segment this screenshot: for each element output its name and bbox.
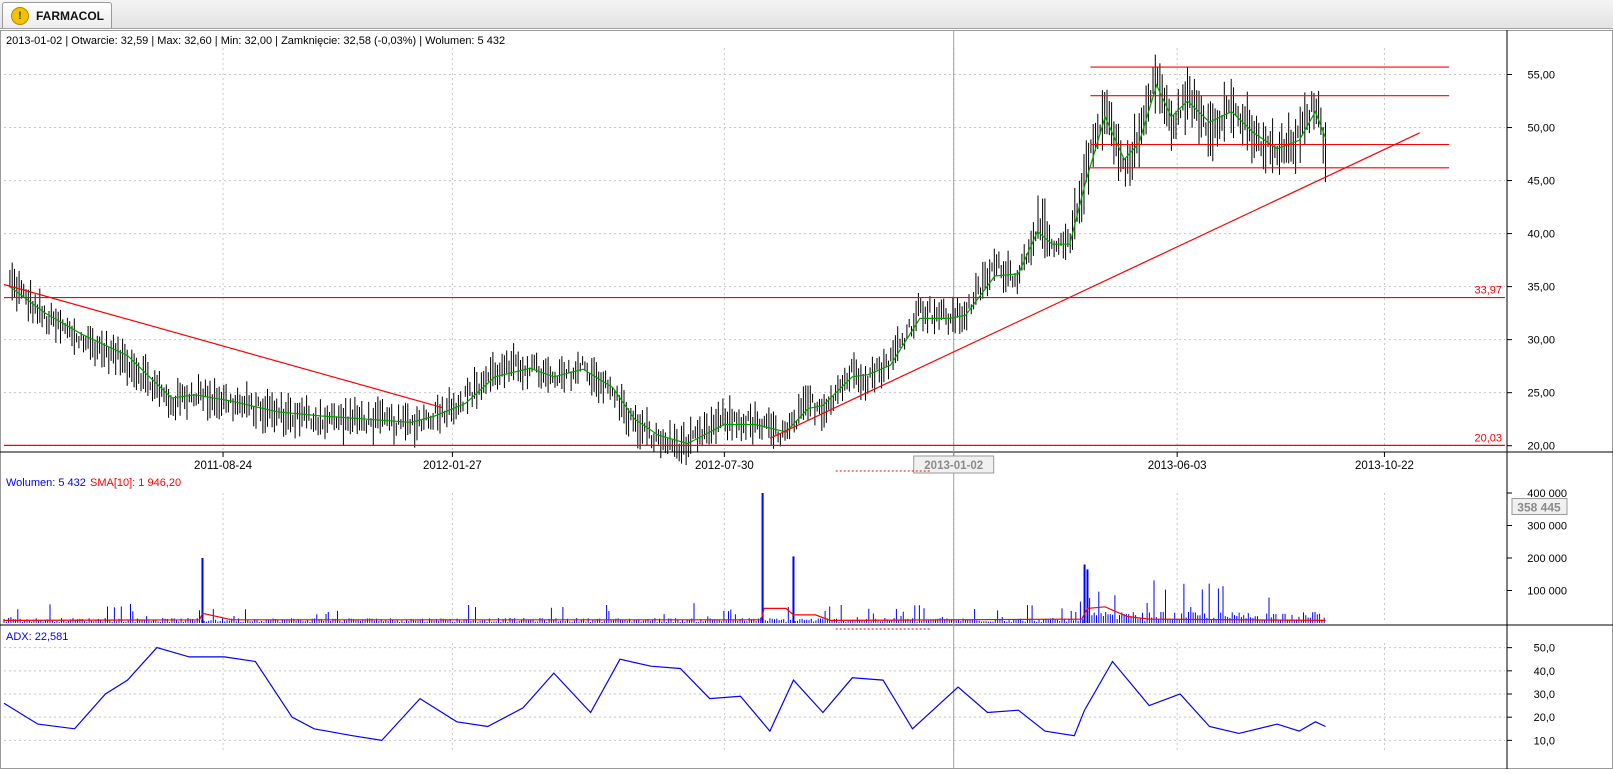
volume-cursor-box — [1511, 498, 1568, 516]
x-tick-label: 2013-06-03 — [1148, 460, 1207, 472]
info-separator: | — [62, 35, 71, 47]
price-y-tick-label: 55,00 — [1527, 70, 1555, 82]
tab-label: FARMACOL — [36, 8, 104, 23]
volume-y-tick-label: 400 000 — [1527, 488, 1567, 500]
x-tick-label: 2012-07-30 — [695, 460, 754, 472]
x-tick-label: 2011-08-24 — [194, 460, 253, 472]
info-open: Otwarcie: 32,59 — [71, 35, 148, 47]
sma-line — [9, 83, 1327, 445]
adx-y-tick-label: 40,0 — [1534, 666, 1555, 678]
volume-sma-label: SMA[10]: 1 946,20 — [90, 477, 181, 489]
adx-y-tick-label: 10,0 — [1534, 735, 1555, 747]
adx-y-tick-label: 30,0 — [1534, 689, 1555, 701]
x-tick-label: 2012-01-27 — [423, 460, 482, 472]
chart-area[interactable]: 2013-01-02 | Otwarcie: 32,59 | Max: 32,6… — [0, 30, 1613, 769]
volume-label: Wolumen: 5 432 — [6, 477, 86, 489]
crosshair-date-label: 2013-01-02 — [924, 460, 983, 472]
crosshair-date-box — [913, 455, 995, 474]
price-y-tick-label: 35,00 — [1527, 282, 1555, 294]
volume-sma-line — [3, 606, 1326, 622]
chart-frame — [0, 30, 1613, 769]
price-y-tick-label: 20,00 — [1527, 441, 1555, 453]
info-separator: | — [212, 35, 221, 47]
volume-y-tick-label: 200 000 — [1527, 553, 1567, 565]
price-y-tick-label: 25,00 — [1527, 388, 1555, 400]
price-y-tick-label: 30,00 — [1527, 335, 1555, 347]
warning-icon: ! — [11, 6, 29, 25]
info-min: Min: 32,00 — [221, 35, 272, 47]
stock-chart[interactable]: 2013-01-02 | Otwarcie: 32,59 | Max: 32,6… — [0, 30, 1613, 769]
info-close: Zamknięcie: 32,58 (-0,03%) — [281, 35, 416, 47]
info-volume: Wolumen: 5 432 — [425, 35, 505, 47]
tab-farmacol[interactable]: ! FARMACOL — [2, 2, 112, 28]
level-label: 33,97 — [1474, 285, 1502, 297]
info-separator: | — [272, 35, 281, 47]
adx-line — [3, 646, 1326, 742]
level-label: 20,03 — [1474, 432, 1502, 444]
trend-line — [769, 132, 1420, 439]
info-date: 2013-01-02 — [6, 35, 62, 47]
info-separator: | — [416, 35, 425, 47]
adx-label: ADX: 22,581 — [6, 631, 68, 643]
volume-y-tick-label: 300 000 — [1527, 521, 1567, 533]
adx-y-tick-label: 50,0 — [1534, 643, 1555, 655]
trend-line — [3, 283, 443, 409]
info-bar: 2013-01-02 | Otwarcie: 32,59 | Max: 32,6… — [6, 35, 505, 47]
adx-y-tick-label: 20,0 — [1534, 712, 1555, 724]
volume-cursor-value: 358 445 — [1517, 501, 1561, 515]
info-separator: | — [148, 35, 157, 47]
info-max: Max: 32,60 — [157, 35, 211, 47]
price-y-tick-label: 50,00 — [1527, 123, 1555, 135]
tab-bar: ! FARMACOL — [0, 0, 1613, 29]
volume-y-tick-label: 100 000 — [1527, 586, 1567, 598]
x-tick-label: 2013-10-22 — [1355, 460, 1414, 472]
price-y-tick-label: 45,00 — [1527, 176, 1555, 188]
price-y-tick-label: 40,00 — [1527, 229, 1555, 241]
